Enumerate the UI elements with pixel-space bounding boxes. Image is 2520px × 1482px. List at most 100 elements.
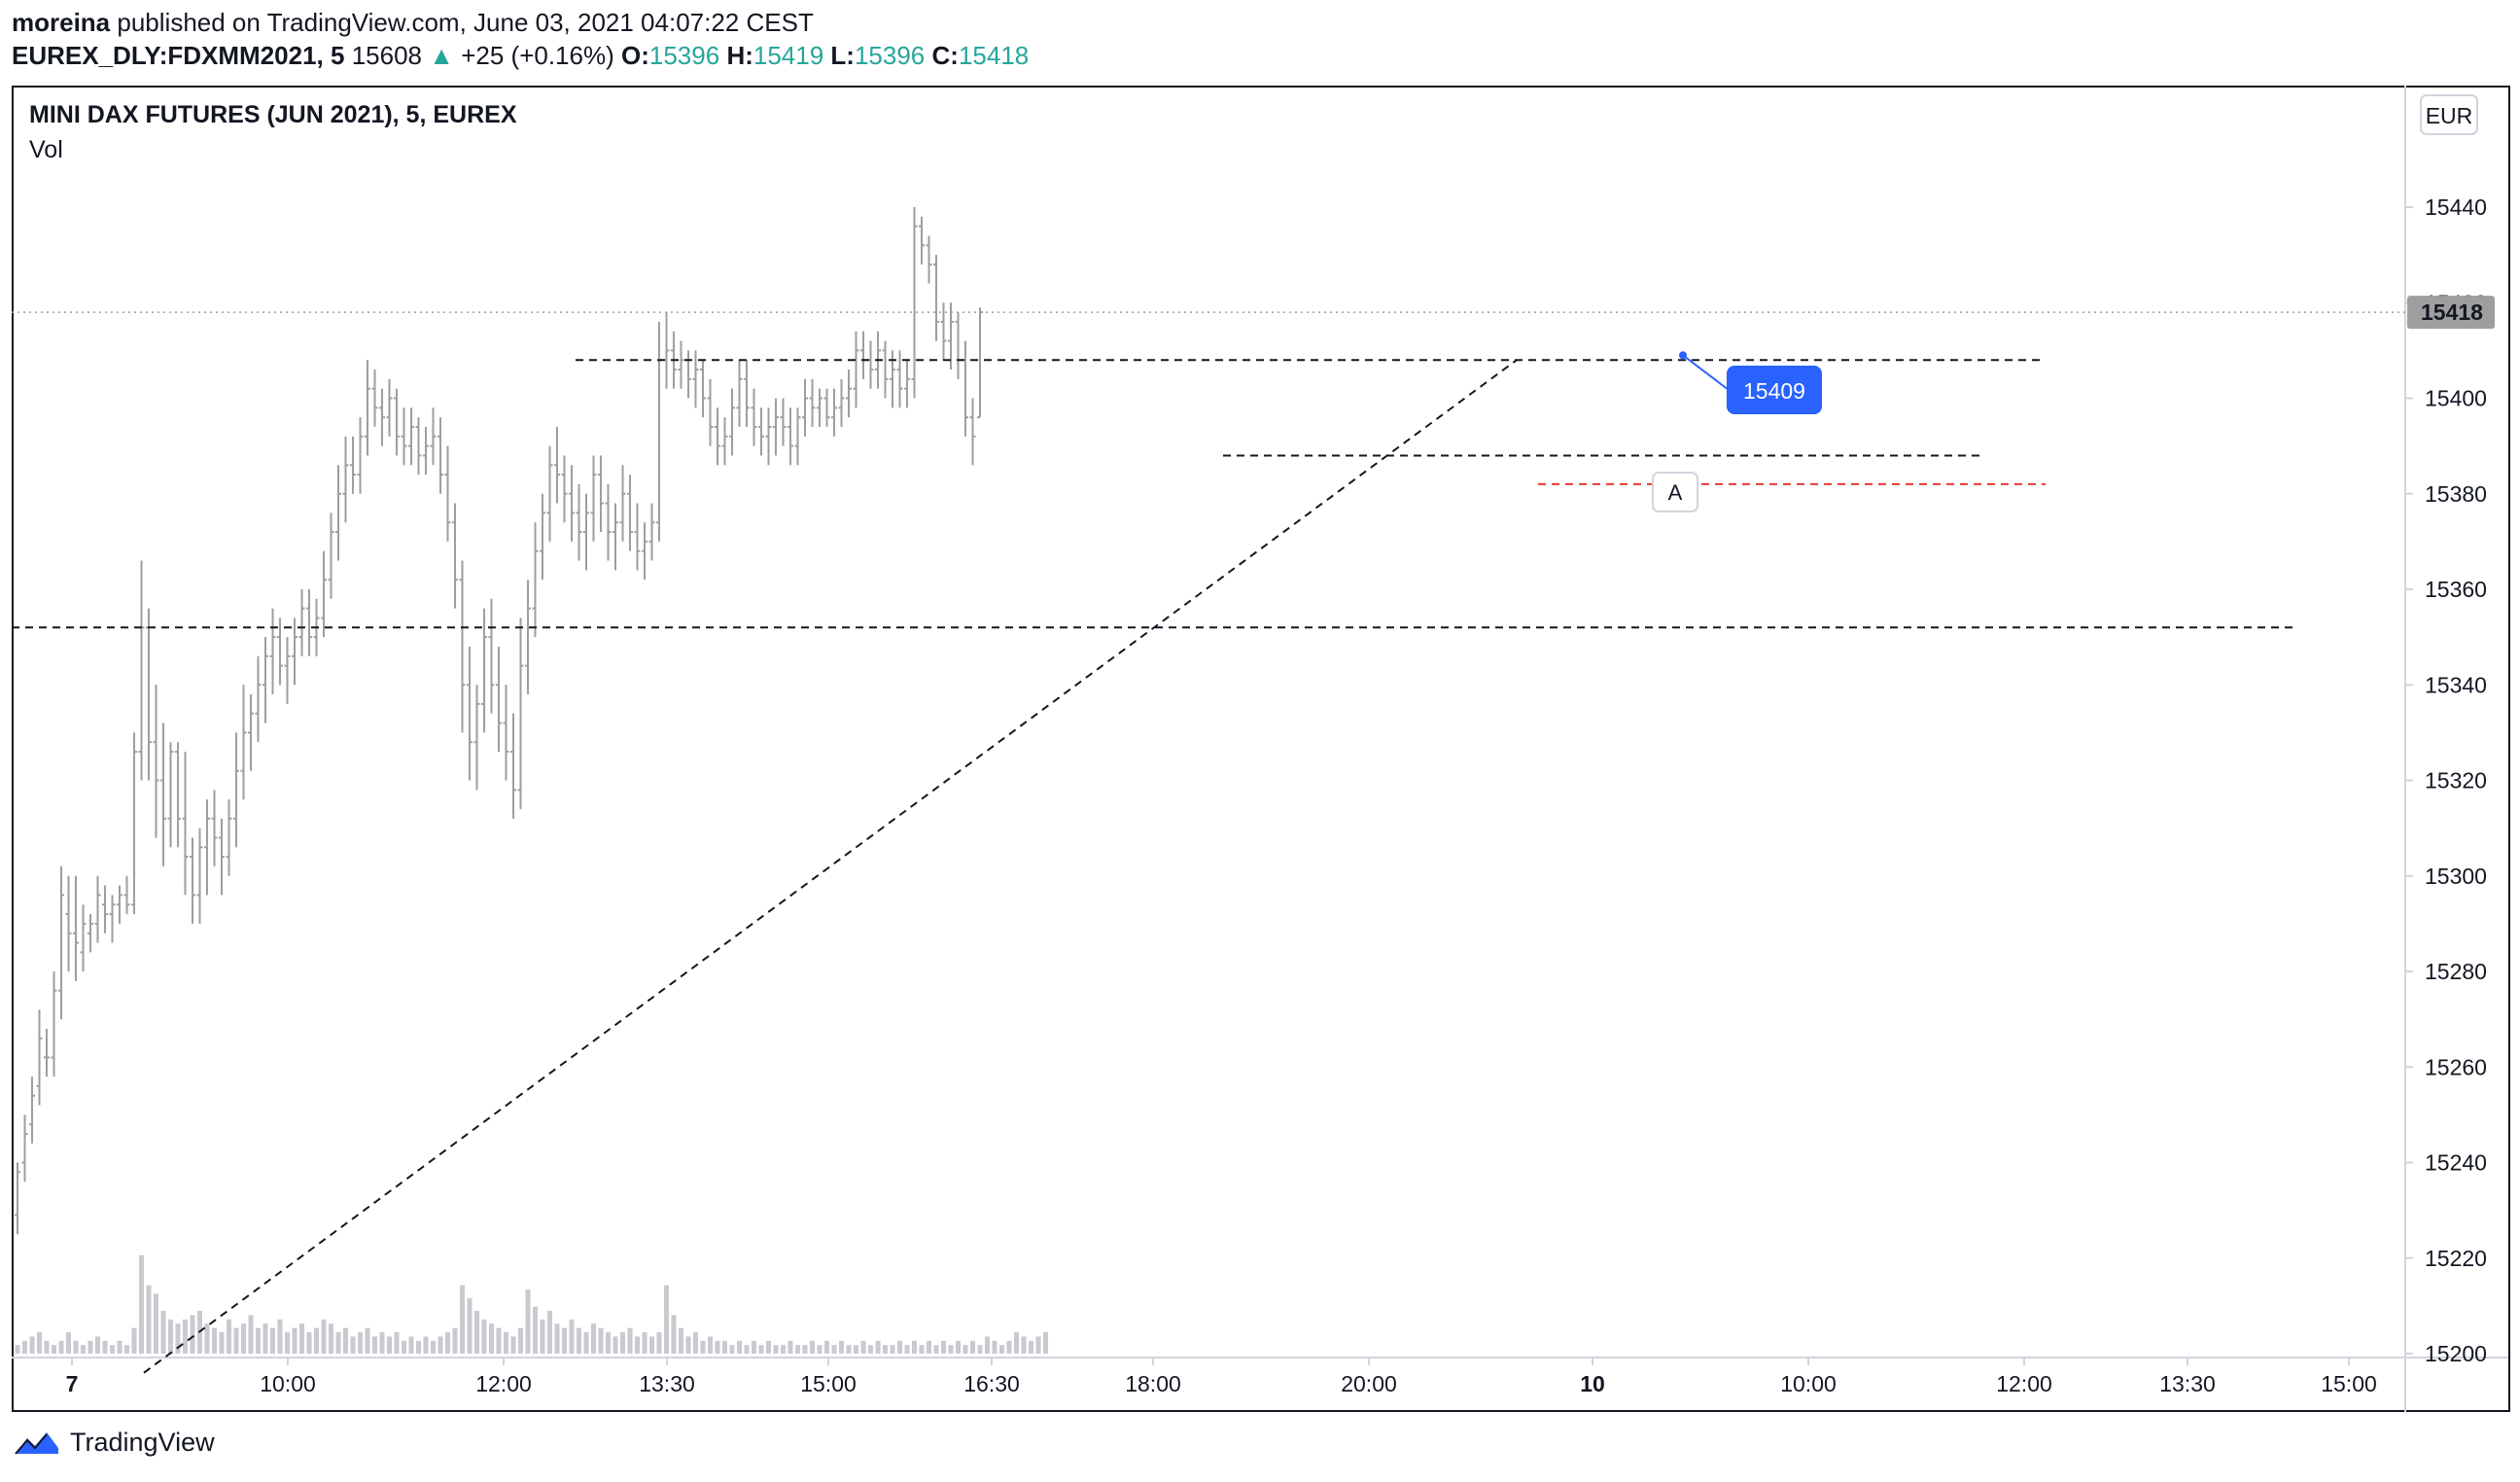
- ohlc-bar: [204, 799, 210, 896]
- volume-bar: [679, 1327, 683, 1354]
- volume-bar: [372, 1336, 377, 1354]
- volume-bar: [875, 1340, 881, 1354]
- up-arrow-icon: ▲: [429, 41, 454, 70]
- volume-bar: [1014, 1332, 1019, 1354]
- ohlc-bar: [248, 694, 254, 771]
- ohlc-bar: [817, 388, 822, 427]
- low-value: 15396: [854, 41, 926, 70]
- volume-bar: [168, 1319, 173, 1354]
- volume-bar: [1021, 1336, 1027, 1354]
- ohlc-bar: [196, 828, 203, 924]
- volume-bar: [146, 1285, 152, 1354]
- volume-bar: [992, 1340, 998, 1354]
- volume-bar: [540, 1319, 545, 1354]
- ohlc-bar: [73, 875, 79, 981]
- ohlc-bar: [138, 560, 145, 781]
- ohlc-bar: [678, 340, 684, 389]
- ohlc-bar: [867, 340, 874, 389]
- volume-bar: [598, 1327, 604, 1354]
- volume-bar: [693, 1332, 698, 1354]
- volume-bar: [606, 1332, 611, 1354]
- volume-bar: [656, 1332, 662, 1354]
- volume-bar: [569, 1319, 575, 1354]
- trend-line[interactable]: [143, 359, 1518, 1374]
- marker-label: A: [1668, 480, 1683, 505]
- volume-legend: Vol: [29, 136, 63, 163]
- volume-bar: [562, 1327, 567, 1354]
- price-callout[interactable]: 15409: [1679, 351, 1822, 414]
- ohlc-bar: [809, 378, 816, 427]
- price-tick-label: 15280: [2425, 959, 2487, 984]
- currency-badge[interactable]: EUR: [2420, 94, 2478, 135]
- volume-bar: [285, 1332, 290, 1354]
- volume-bar: [1006, 1340, 1012, 1354]
- ohlc-bar: [700, 360, 706, 418]
- volume-bar: [314, 1327, 319, 1354]
- volume-bar: [306, 1332, 312, 1354]
- volume-bar: [350, 1336, 356, 1354]
- volume-bar: [635, 1336, 640, 1354]
- ohlc-bar: [65, 875, 72, 971]
- volume-bar: [919, 1345, 925, 1354]
- symbol: EUREX_DLY:FDXMM2021, 5: [12, 41, 345, 70]
- low-label: L:: [830, 41, 855, 70]
- volume-bar: [671, 1315, 677, 1354]
- price-tick-label: 15360: [2425, 577, 2487, 602]
- marker-a[interactable]: A: [1652, 472, 1698, 512]
- ohlc-bar: [298, 589, 305, 656]
- volume-bar: [927, 1340, 931, 1354]
- author[interactable]: moreina: [12, 8, 111, 37]
- volume-bar: [270, 1327, 275, 1354]
- time-tick-label: 20:00: [1341, 1371, 1397, 1396]
- ohlc-bar: [619, 465, 626, 542]
- ohlc-bar: [467, 646, 472, 781]
- volume-bar: [583, 1332, 589, 1354]
- ohlc-bar: [729, 388, 735, 456]
- volume-bar: [766, 1340, 771, 1354]
- ohlc-bar: [751, 388, 757, 446]
- ohlc-bar: [226, 799, 232, 876]
- price-tick-label: 15440: [2425, 194, 2487, 220]
- ohlc-bar: [576, 483, 582, 561]
- volume-bar: [642, 1332, 648, 1354]
- volume-bar: [481, 1319, 487, 1354]
- ohlc-bar: [962, 340, 968, 437]
- volume-bar: [577, 1327, 581, 1354]
- volume-bar: [88, 1340, 93, 1354]
- volume-bar: [956, 1340, 961, 1354]
- price-tick-label: 15340: [2425, 672, 2487, 697]
- ohlc-bar: [744, 360, 750, 427]
- volume-bar: [510, 1336, 516, 1354]
- chart-title: MINI DAX FUTURES (JUN 2021), 5, EUREX: [29, 101, 517, 128]
- publish-info: moreina published on TradingView.com, Ju…: [12, 8, 814, 38]
- volume-bar: [824, 1340, 829, 1354]
- ohlc-bar: [15, 1162, 20, 1235]
- ohlc-bar: [546, 445, 553, 542]
- ohlc-bars: [15, 207, 983, 1235]
- price-tick-label: 15220: [2425, 1246, 2487, 1271]
- ohlc-bar: [692, 350, 699, 408]
- ohlc-bar: [44, 1028, 50, 1077]
- last-price-value: 15418: [2421, 300, 2483, 325]
- ohlc-bar: [269, 608, 276, 695]
- volume-bar: [248, 1315, 254, 1354]
- ohlc-bar: [284, 637, 291, 704]
- ohlc-bar: [853, 331, 859, 408]
- time-tick-label: 16:30: [963, 1371, 1020, 1396]
- ohlc-bar: [335, 465, 341, 561]
- ohlc-bar: [648, 503, 655, 561]
- volume-bar: [452, 1327, 458, 1354]
- footer-logo[interactable]: TradingView: [14, 1428, 215, 1458]
- ohlc-bar: [109, 895, 116, 943]
- volume-bar: [999, 1345, 1004, 1354]
- volume-bar: [467, 1297, 472, 1354]
- ohlc-bar: [838, 378, 845, 427]
- volume-bar: [402, 1340, 406, 1354]
- time-tick-label: 12:00: [475, 1371, 532, 1396]
- close-value: 15418: [958, 41, 1030, 70]
- volume-bar: [1035, 1336, 1041, 1354]
- time-tick-label: 7: [66, 1371, 79, 1396]
- volume-bar: [817, 1345, 822, 1354]
- volume-bar: [752, 1340, 756, 1354]
